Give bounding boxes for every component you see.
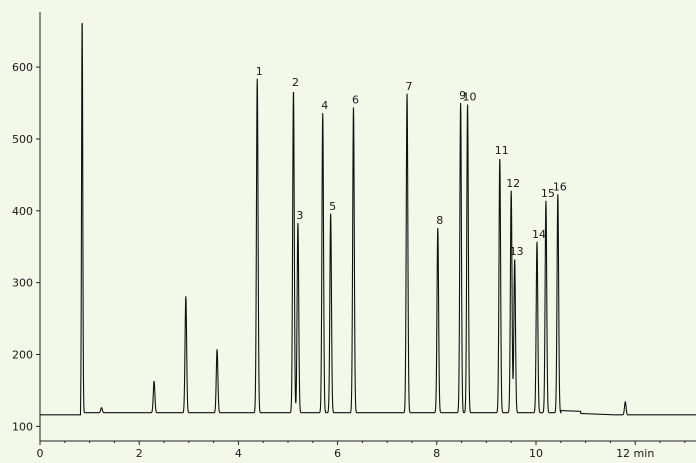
trace-layer [40,18,696,415]
peak-label-14: 14 [532,228,546,241]
peak-label-1: 1 [256,65,263,78]
peak-label-11: 11 [495,144,509,157]
y-tick-label: 600 [12,61,33,74]
peak-label-4: 4 [321,99,328,112]
x-tick-label: 0 [37,447,44,459]
peak-label-12: 12 [506,177,520,190]
peak-label-13: 13 [510,245,524,258]
y-tick-label: 200 [12,349,33,362]
x-tick-label: 4 [235,447,242,459]
x-tick-label: 12 min [616,447,654,459]
peak-label-5: 5 [329,200,336,213]
peak-label-8: 8 [436,214,443,227]
y-tick-label: 400 [12,205,33,218]
chromatogram-trace [40,24,696,415]
peak-label-2: 2 [292,76,299,89]
y-tick-label: 300 [12,277,33,290]
y-tick-label: 500 [12,133,33,146]
peak-label-16: 16 [553,180,567,193]
peak-label-3: 3 [296,209,303,222]
peak-label-10: 10 [463,91,477,104]
x-tick-label: 8 [433,447,440,459]
x-tick-label: 10 [529,447,543,459]
x-tick-label: 2 [136,447,143,459]
peak-label-7: 7 [406,80,413,93]
peak-label-6: 6 [352,93,359,106]
x-tick-label: 6 [334,447,341,459]
y-tick-label: 100 [12,420,33,433]
